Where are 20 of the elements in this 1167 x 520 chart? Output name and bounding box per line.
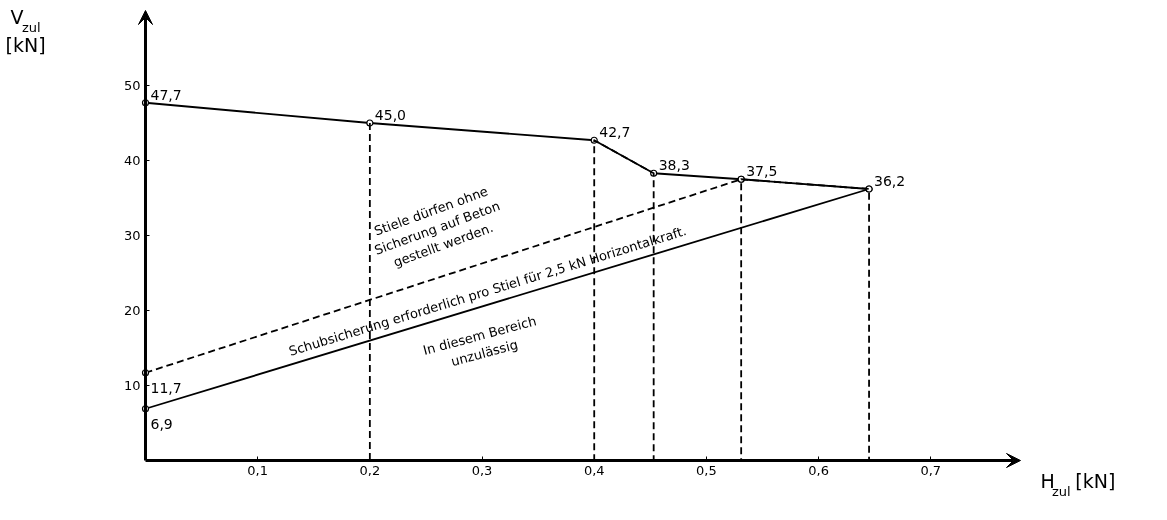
- x-tick-label: 0,7: [920, 462, 942, 478]
- data-label: 36,2: [874, 173, 906, 189]
- data-label: 47,7: [150, 86, 182, 103]
- x-tick-label: 0,6: [808, 462, 829, 478]
- data-label: 42,7: [599, 124, 631, 141]
- data-label: 45,0: [374, 107, 407, 123]
- data-label: 11,7: [150, 379, 182, 396]
- x-tick-label: 0,1: [247, 462, 269, 478]
- y-tick-label: 30: [123, 228, 141, 243]
- y-tick-label: 10: [123, 378, 141, 393]
- x-tick-label: 0,3: [471, 462, 493, 478]
- x-tick-label: 0,2: [359, 462, 381, 478]
- y-tick-label: 20: [123, 303, 141, 318]
- y-tick-label: 50: [123, 78, 141, 93]
- data-label: 38,3: [658, 157, 690, 174]
- data-label: 37,5: [746, 163, 778, 180]
- y-tick-label: 40: [123, 153, 141, 168]
- data-label: 6,9: [150, 415, 173, 432]
- x-tick-label: 0,4: [583, 462, 605, 478]
- x-tick-label: 0,5: [696, 462, 717, 478]
